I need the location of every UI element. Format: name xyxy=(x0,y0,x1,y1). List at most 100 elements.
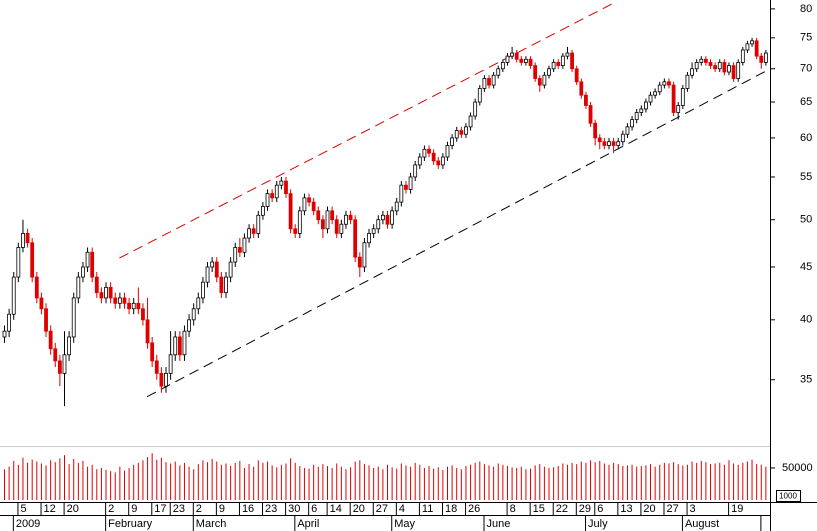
candle-body xyxy=(191,308,196,321)
candle-body xyxy=(270,193,275,199)
y-tick-label: 80 xyxy=(800,3,812,15)
candle-body xyxy=(344,214,348,225)
x-tick-label: 2 xyxy=(108,503,114,515)
volume-unit: 1000 xyxy=(779,492,797,501)
candle-body xyxy=(297,210,302,234)
candle-body xyxy=(408,176,413,190)
x-tick-label: 4 xyxy=(399,503,405,515)
candle-body xyxy=(145,319,150,344)
candle-body xyxy=(48,330,53,350)
y-tick-label: 55 xyxy=(800,171,812,183)
candle-body xyxy=(607,141,611,146)
candle-body xyxy=(187,319,191,332)
candle-body xyxy=(233,247,238,263)
y-tick-label: 70 xyxy=(800,63,812,75)
month-label: July xyxy=(588,518,608,530)
x-tick-label: 2 xyxy=(196,503,202,515)
x-tick-label: 23 xyxy=(265,503,277,515)
candle-body xyxy=(620,133,625,143)
candle-body xyxy=(510,52,514,57)
candle-body xyxy=(417,156,422,166)
candle-body xyxy=(713,65,718,70)
candle-body xyxy=(533,65,538,79)
candle-body xyxy=(616,141,621,146)
candle-body xyxy=(574,68,579,83)
candle-body xyxy=(519,58,524,63)
candle-body xyxy=(348,214,353,221)
candle-body xyxy=(524,58,528,63)
x-tick-label: 16 xyxy=(242,503,254,515)
candle-body xyxy=(302,197,307,212)
candle-body xyxy=(394,201,399,212)
candle-body xyxy=(251,228,256,234)
candle-body xyxy=(477,88,482,103)
candle-body xyxy=(330,210,335,221)
candle-body xyxy=(722,62,727,73)
candle-body xyxy=(380,214,385,221)
candle-body xyxy=(690,68,694,76)
x-tick-label: 11 xyxy=(422,503,433,515)
trendline xyxy=(146,70,766,398)
candle-body xyxy=(307,197,311,203)
candle-body xyxy=(320,219,325,230)
candle-body xyxy=(104,286,108,299)
candle-body xyxy=(371,228,376,234)
candle-body xyxy=(122,297,127,304)
candle-body xyxy=(667,81,671,86)
candle-body xyxy=(754,40,759,57)
x-tick-label: 9 xyxy=(131,503,137,515)
month-label: 2009 xyxy=(16,518,40,530)
candle-body xyxy=(763,52,768,63)
x-tick-label: 17 xyxy=(154,503,166,515)
x-tick-label: 27 xyxy=(666,503,678,515)
candle-body xyxy=(284,180,288,194)
candle-body xyxy=(482,78,487,89)
candle-body xyxy=(584,94,588,106)
month-label: May xyxy=(394,518,415,530)
candle-body xyxy=(131,302,136,310)
candle-body xyxy=(34,276,39,299)
candle-body xyxy=(85,251,90,268)
candle-body xyxy=(334,219,339,234)
candle-body xyxy=(325,210,330,230)
candle-body xyxy=(634,112,639,121)
candle-body xyxy=(644,101,648,110)
candle-body xyxy=(154,360,159,374)
month-label: April xyxy=(297,518,319,530)
candle-body xyxy=(551,62,556,70)
candle-body xyxy=(210,261,215,268)
x-tick-label: 20 xyxy=(643,503,655,515)
candle-body xyxy=(53,348,58,362)
candle-body xyxy=(736,62,741,79)
candle-body xyxy=(630,119,634,128)
x-tick-label: 30 xyxy=(288,503,300,515)
candle-body xyxy=(177,336,182,356)
x-tick-label: 18 xyxy=(445,503,457,515)
candle-body xyxy=(94,276,99,294)
candle-body xyxy=(228,261,233,278)
candle-body xyxy=(680,88,685,106)
candle-body xyxy=(21,232,25,248)
candle-body xyxy=(67,336,72,356)
x-tick-label: 20 xyxy=(67,503,79,515)
candle-body xyxy=(30,242,35,278)
candle-body xyxy=(404,184,408,190)
candle-body xyxy=(205,266,210,283)
candle-body xyxy=(759,55,764,63)
candle-body xyxy=(136,302,141,310)
candle-body xyxy=(90,251,95,278)
y-tick-label: 40 xyxy=(800,314,812,326)
candle-body xyxy=(196,297,201,310)
y-tick-label: 35 xyxy=(800,374,812,386)
candle-body xyxy=(39,297,44,310)
candle-body xyxy=(219,276,224,294)
candle-body xyxy=(454,130,459,139)
candle-body xyxy=(385,214,390,225)
x-tick-label: 6 xyxy=(597,503,603,515)
x-tick-label: 23 xyxy=(173,503,185,515)
candle-body xyxy=(413,164,418,178)
candle-body xyxy=(399,184,404,203)
candle-body xyxy=(247,228,251,239)
